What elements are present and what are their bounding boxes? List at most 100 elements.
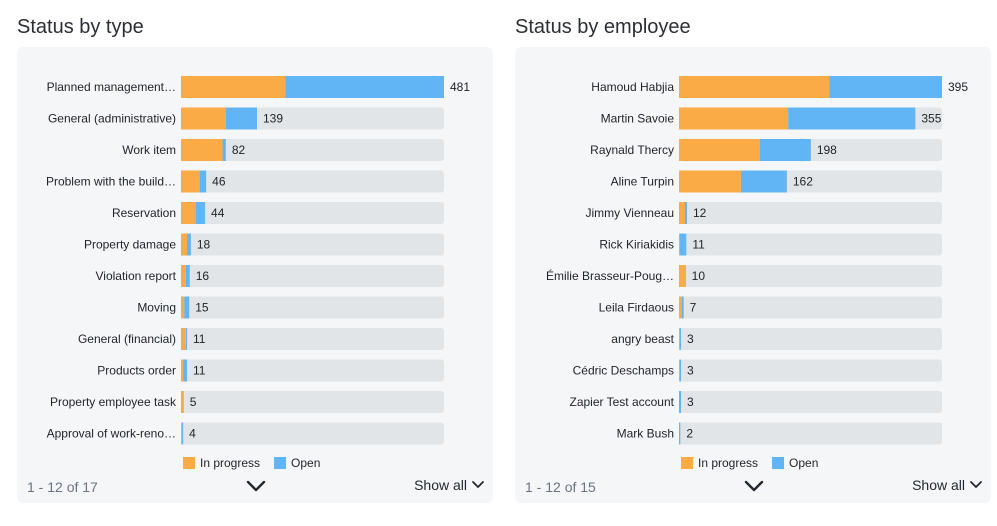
bar-open[interactable] bbox=[679, 391, 681, 413]
category-label: General (financial) bbox=[78, 332, 176, 346]
bar-total-label: 198 bbox=[817, 143, 837, 157]
bar-track bbox=[679, 328, 942, 350]
category-label: Property damage bbox=[84, 238, 176, 252]
legend-label: Open bbox=[291, 456, 320, 470]
panel-title: Status by type bbox=[17, 16, 144, 38]
bar-track bbox=[679, 296, 942, 319]
bar-total-label: 18 bbox=[197, 238, 211, 252]
bar-in-progress[interactable] bbox=[181, 296, 185, 319]
bar-in-progress[interactable] bbox=[181, 170, 200, 193]
bar-in-progress[interactable] bbox=[679, 328, 680, 350]
bar-total-label: 395 bbox=[948, 80, 968, 94]
legend-swatch bbox=[274, 457, 287, 469]
bar-total-label: 10 bbox=[692, 269, 706, 283]
legend-swatch bbox=[183, 457, 195, 469]
show-all-label: Show all bbox=[414, 477, 467, 493]
bar-in-progress[interactable] bbox=[679, 296, 682, 319]
bar-open[interactable] bbox=[222, 139, 226, 161]
bar-in-progress[interactable] bbox=[181, 265, 186, 287]
bar-open[interactable] bbox=[740, 170, 787, 193]
bar-in-progress[interactable] bbox=[181, 391, 184, 413]
bar-in-progress[interactable] bbox=[679, 170, 741, 193]
category-label: angry beast bbox=[611, 332, 674, 346]
bar-total-label: 16 bbox=[196, 269, 210, 283]
bar-track bbox=[181, 170, 444, 193]
bar-in-progress[interactable] bbox=[181, 422, 183, 445]
bar-in-progress[interactable] bbox=[181, 76, 286, 98]
legend-label: Open bbox=[789, 456, 818, 470]
category-label: Leila Firdaous bbox=[599, 301, 674, 315]
bar-open[interactable] bbox=[681, 296, 684, 319]
bar-open[interactable] bbox=[185, 265, 190, 287]
bar-in-progress[interactable] bbox=[181, 139, 223, 161]
bar-open[interactable] bbox=[684, 202, 687, 224]
bar-in-progress[interactable] bbox=[679, 76, 830, 98]
expand-chevron-icon[interactable] bbox=[246, 478, 266, 494]
category-label: Problem with the build… bbox=[46, 175, 176, 189]
bar-in-progress[interactable] bbox=[679, 107, 789, 130]
bar-open[interactable] bbox=[285, 76, 444, 98]
bar-in-progress[interactable] bbox=[679, 139, 760, 161]
bar-total-label: 4 bbox=[189, 427, 196, 441]
bar-track bbox=[679, 422, 942, 445]
card-footer: 1 - 12 of 17 Show all bbox=[17, 471, 493, 503]
bar-open[interactable] bbox=[195, 202, 206, 224]
bar-total-label: 3 bbox=[687, 332, 694, 346]
bar-total-label: 3 bbox=[687, 395, 694, 409]
bar-open[interactable] bbox=[199, 170, 207, 193]
category-label: Raynald Thercy bbox=[590, 143, 674, 157]
bar-open[interactable] bbox=[183, 391, 184, 413]
bar-in-progress[interactable] bbox=[181, 202, 196, 224]
bar-track bbox=[181, 328, 444, 350]
bar-in-progress[interactable] bbox=[181, 359, 184, 382]
bar-track bbox=[181, 359, 444, 382]
pagination-range: 1 - 12 of 17 bbox=[27, 479, 98, 495]
bar-open[interactable] bbox=[679, 422, 681, 445]
bar-in-progress[interactable] bbox=[181, 107, 226, 130]
chevron-down-icon bbox=[472, 481, 484, 488]
bar-total-label: 46 bbox=[212, 175, 226, 189]
bar-total-label: 355 bbox=[921, 112, 941, 126]
bar-open[interactable] bbox=[187, 233, 191, 256]
bar-open[interactable] bbox=[788, 107, 916, 130]
bar-open[interactable] bbox=[183, 359, 188, 382]
category-label: Zapier Test account bbox=[569, 395, 674, 409]
bar-in-progress[interactable] bbox=[679, 233, 680, 256]
bar-track bbox=[181, 422, 444, 445]
bar-open[interactable] bbox=[184, 296, 190, 319]
bar-open[interactable] bbox=[759, 139, 811, 161]
bar-open[interactable] bbox=[679, 359, 681, 382]
category-label: Approval of work-reno… bbox=[47, 427, 176, 441]
bar-open[interactable] bbox=[182, 422, 184, 445]
bar-open[interactable] bbox=[829, 76, 942, 98]
bar-total-label: 3 bbox=[687, 364, 694, 378]
category-label: Moving bbox=[137, 301, 176, 315]
bar-total-label: 139 bbox=[263, 112, 283, 126]
bar-open[interactable] bbox=[225, 107, 258, 130]
show-all-button[interactable]: Show all bbox=[414, 477, 485, 493]
bar-in-progress[interactable] bbox=[679, 359, 680, 382]
bar-total-label: 5 bbox=[190, 395, 197, 409]
bar-open[interactable] bbox=[185, 328, 188, 350]
bar-track bbox=[181, 391, 444, 413]
bar-track bbox=[679, 233, 942, 256]
bar-track bbox=[181, 139, 444, 161]
bar-total-label: 82 bbox=[232, 143, 246, 157]
stacked-bar-chart: Hamoud Habjia 395 Martin Savoie 355 Raynald … bbox=[546, 76, 968, 470]
stacked-bar-chart: Planned management… 481 General (administr… bbox=[46, 76, 470, 470]
show-all-button[interactable]: Show all bbox=[912, 477, 983, 493]
bar-in-progress[interactable] bbox=[679, 202, 685, 224]
bar-open[interactable] bbox=[679, 328, 681, 350]
category-label: Violation report bbox=[96, 269, 177, 283]
bar-open[interactable] bbox=[684, 265, 686, 287]
bar-total-label: 12 bbox=[693, 206, 707, 220]
legend-label: In progress bbox=[200, 456, 260, 470]
bar-in-progress[interactable] bbox=[181, 233, 188, 256]
bar-open[interactable] bbox=[679, 233, 687, 256]
chevron-down-icon bbox=[970, 481, 982, 488]
bar-total-label: 11 bbox=[692, 238, 705, 252]
expand-chevron-icon[interactable] bbox=[744, 478, 764, 494]
bar-total-label: 2 bbox=[686, 427, 693, 441]
bar-in-progress[interactable] bbox=[181, 328, 186, 350]
bar-in-progress[interactable] bbox=[679, 265, 685, 287]
